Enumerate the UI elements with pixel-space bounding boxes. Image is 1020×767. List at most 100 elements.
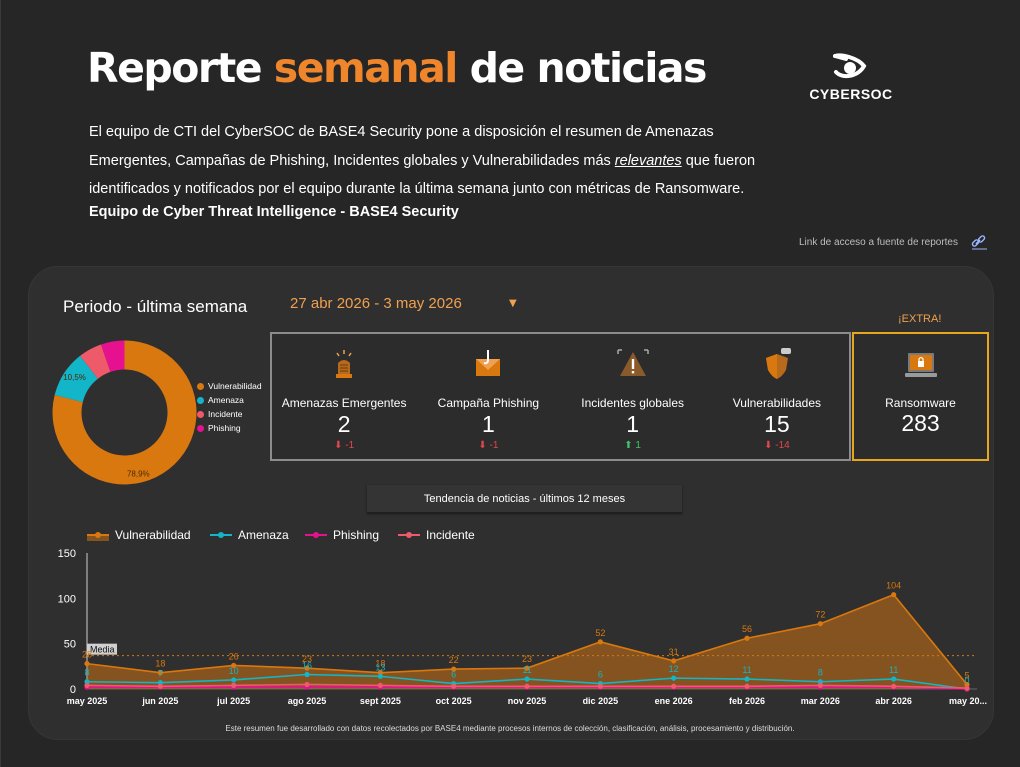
- data-label: 6: [451, 670, 456, 680]
- y-tick-label: 100: [58, 593, 76, 605]
- card-label: Incidentes globales: [581, 396, 684, 410]
- donut-slice-amenaza: [54, 355, 98, 403]
- legend-label: Vulnerabilidad: [115, 528, 191, 542]
- y-tick-label: 150: [58, 548, 76, 560]
- eye-logo-icon: [833, 53, 867, 79]
- card-delta: ⬇ -1: [478, 440, 499, 451]
- card-delta: ⬇ -1: [334, 440, 355, 451]
- data-label: 23: [522, 654, 532, 664]
- legend-marker: [95, 532, 101, 538]
- mean-label: Media: [90, 645, 115, 655]
- trend-title: Tendencia de noticias - últimos 12 meses: [367, 485, 682, 513]
- laptop-lock-icon: [904, 353, 937, 377]
- data-label: 22: [449, 655, 459, 665]
- legend-item: Phishing: [197, 421, 262, 435]
- data-label: 7: [158, 669, 163, 679]
- data-point: [744, 635, 750, 641]
- data-point: [817, 621, 823, 627]
- card-value: 15: [764, 411, 790, 437]
- data-point: [744, 683, 750, 689]
- chart-legend-item: Incidente: [398, 528, 475, 542]
- legend-label: Incidente: [208, 409, 243, 419]
- x-tick-label: mar 2026: [801, 696, 840, 706]
- donut-slice-phishing: [100, 340, 125, 372]
- data-point: [84, 679, 90, 685]
- data-label: 11: [889, 665, 898, 675]
- x-tick-label: nov 2025: [508, 696, 547, 706]
- legend-label: Phishing: [333, 528, 379, 542]
- data-point: [524, 683, 530, 689]
- data-label: 52: [595, 628, 605, 638]
- card-delta: ⬇ -14: [764, 440, 790, 451]
- link-icon[interactable]: [970, 234, 988, 250]
- relevantes-link[interactable]: relevantes: [614, 152, 682, 169]
- data-label: 31: [669, 647, 679, 657]
- x-tick-label: may 20...: [949, 696, 987, 706]
- card-label: Campaña Phishing: [437, 396, 540, 410]
- legend-marker: [218, 532, 224, 538]
- card-vulnerabilidades[interactable]: Vulnerabilidades 15 ⬇ -14: [705, 334, 849, 459]
- intro-line-1: El equipo de CTI del CyberSOC de BASE4 S…: [89, 124, 714, 140]
- legend-marker: [406, 532, 412, 538]
- chart-legend-item: Amenaza: [210, 528, 289, 542]
- card-campana-phishing[interactable]: Campaña Phishing 1 ⬇ -1: [416, 334, 560, 459]
- data-label: 8: [818, 668, 823, 678]
- cybersoc-logo: CYBERSOC: [806, 50, 896, 106]
- data-label: 72: [815, 610, 825, 620]
- data-point: [84, 661, 90, 667]
- source-link-label[interactable]: Link de acceso a fuente de reportes: [799, 237, 958, 248]
- card-value: 1: [481, 411, 495, 437]
- x-tick-label: oct 2025: [436, 696, 472, 706]
- data-label: 5: [964, 670, 969, 680]
- data-label: 104: [886, 581, 901, 591]
- data-label: 6: [598, 670, 603, 680]
- category-donut-chart: 78,9% 10,5%: [52, 340, 197, 485]
- x-tick-label: feb 2026: [729, 696, 765, 706]
- chart-legend-item: Phishing: [305, 528, 379, 542]
- data-label: 16: [302, 660, 312, 670]
- legend-label: Vulnerabilidad: [208, 381, 262, 391]
- card-amenazas-emergentes[interactable]: Amenazas Emergentes 2 ⬇ -1: [272, 334, 416, 459]
- legend-swatch: [197, 396, 204, 404]
- data-label: 28: [82, 650, 92, 660]
- date-range-selector[interactable]: 27 abr 2026 - 3 may 2026: [290, 295, 462, 312]
- legend-swatch: [197, 410, 204, 418]
- data-point: [817, 682, 823, 688]
- data-label: 18: [375, 659, 385, 669]
- kpi-cards: Amenazas Emergentes 2 ⬇ -1 Campaña Phish…: [270, 332, 851, 461]
- donut-slice-vulnerabilidad: [52, 340, 197, 485]
- data-point: [304, 665, 310, 671]
- data-label: 56: [742, 624, 752, 634]
- data-point: [524, 676, 530, 682]
- card-label: Vulnerabilidades: [732, 396, 822, 410]
- trend-line-chart: Vulnerabilidad Amenaza Phishing Incidente05…: [58, 528, 987, 706]
- x-tick-label: jun 2025: [141, 696, 178, 706]
- data-label: 23: [302, 654, 312, 664]
- data-label: 13: [375, 662, 385, 672]
- y-tick-label: 50: [64, 639, 76, 651]
- card-ransomware[interactable]: Ransomware 283: [852, 332, 989, 461]
- page-title: Reporte semanal de noticias: [87, 44, 707, 92]
- footnote: Este resumen fue desarrollado con datos …: [225, 724, 795, 733]
- card-incidentes-globales[interactable]: Incidentes globales 1 ⬆ 1: [561, 334, 705, 459]
- card-value: 1: [626, 411, 640, 437]
- card-label: Ransomware: [885, 396, 956, 410]
- data-label: 0: [964, 675, 969, 685]
- extra-label: ¡EXTRA!: [898, 313, 942, 325]
- data-label: 11: [742, 665, 751, 675]
- card-value: 283: [901, 410, 940, 436]
- data-point: [671, 658, 677, 664]
- data-point: [231, 682, 237, 688]
- mean-label-box: [87, 643, 117, 655]
- card-delta: ⬆ 1: [624, 440, 641, 451]
- legend-label: Incidente: [426, 528, 475, 542]
- data-point: [157, 683, 163, 689]
- caret-down-icon[interactable]: ▼: [509, 298, 517, 309]
- data-point: [84, 682, 90, 688]
- x-tick-label: ago 2025: [288, 696, 327, 706]
- data-point: [597, 683, 603, 689]
- x-tick-label: abr 2026: [875, 696, 912, 706]
- data-point: [304, 671, 310, 678]
- logo-text: CYBERSOC: [809, 86, 893, 102]
